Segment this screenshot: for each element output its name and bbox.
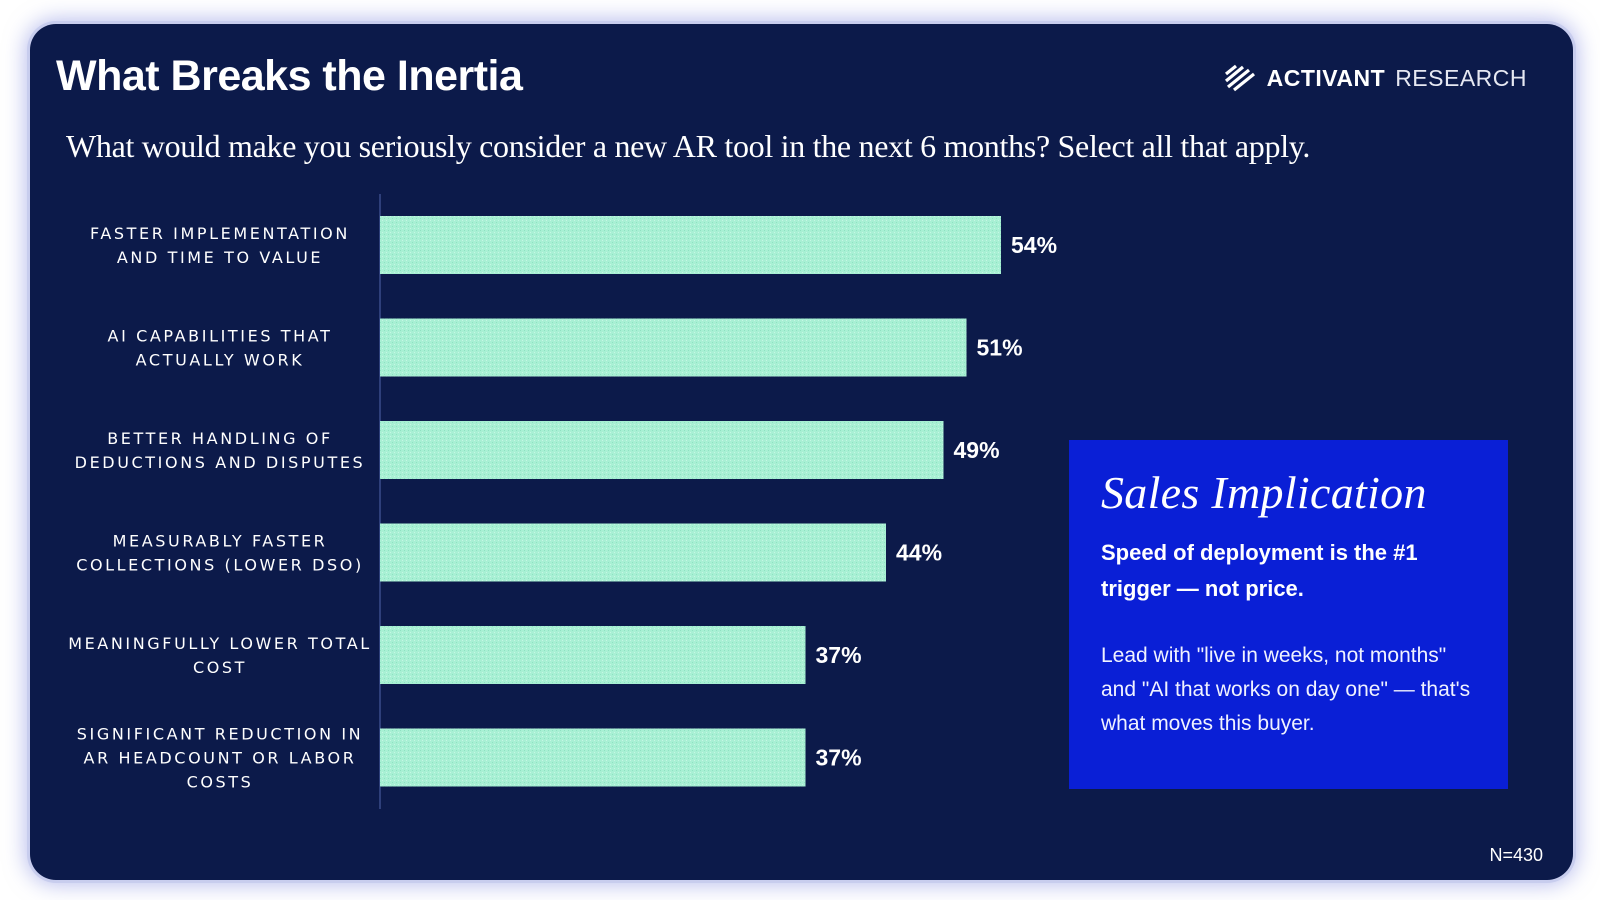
bar-4	[380, 626, 806, 684]
bar-value-label-4: 37%	[816, 642, 862, 668]
brand-name: ACTIVANT	[1266, 64, 1386, 91]
bar-value-label-3: 44%	[896, 540, 942, 566]
activant-stripes-logo-icon	[1224, 64, 1255, 92]
category-label-1: AI CAPABILITIES THAT ACTUALLY WORK	[108, 327, 333, 370]
category-label-5: SIGNIFICANT REDUCTION IN AR HEADCOUNT OR …	[77, 725, 364, 792]
category-label-4: MEANINGFULLY LOWER TOTAL COST	[68, 634, 372, 677]
brand-suffix: RESEARCH	[1395, 64, 1527, 91]
bar-value-label-0: 54%	[1011, 232, 1057, 258]
brand-logo: ACTIVANT RESEARCH	[1223, 64, 1527, 92]
bar-value-label-5: 37%	[816, 745, 862, 771]
slide-card: What Breaks the Inertia ACTIVANT RESEARC…	[30, 24, 1573, 880]
callout-headline: Speed of deployment is the #1 trigger — …	[1101, 540, 1418, 601]
sample-size-footnote: N=430	[1489, 845, 1543, 865]
bar-0	[380, 216, 1001, 274]
bar-2	[380, 421, 944, 479]
bar-5	[380, 728, 806, 787]
category-label-2: BETTER HANDLING OF DEDUCTIONS AND DISPUTE…	[75, 429, 366, 472]
bar-value-label-1: 51%	[977, 335, 1023, 361]
bar-value-label-2: 49%	[954, 437, 1000, 463]
bar-1	[380, 318, 967, 377]
sales-implication-callout: Sales Implication Speed of deployment is…	[1069, 440, 1508, 789]
chart-subtitle: What would make you seriously consider a…	[66, 128, 1311, 164]
page-title: What Breaks the Inertia	[56, 52, 523, 100]
bar-3	[380, 523, 886, 582]
bar-chart: 54% FASTER IMPLEMENTATION AND TIME TO VALU…	[68, 194, 1057, 809]
category-label-3: MEASURABLY FASTER COLLECTIONS (LOWER DSO)	[76, 532, 364, 575]
callout-title: Sales Implication	[1101, 467, 1427, 518]
callout-body: Lead with "live in weeks, not months" an…	[1101, 644, 1471, 735]
category-label-0: FASTER IMPLEMENTATION AND TIME TO VALUE	[90, 224, 350, 267]
